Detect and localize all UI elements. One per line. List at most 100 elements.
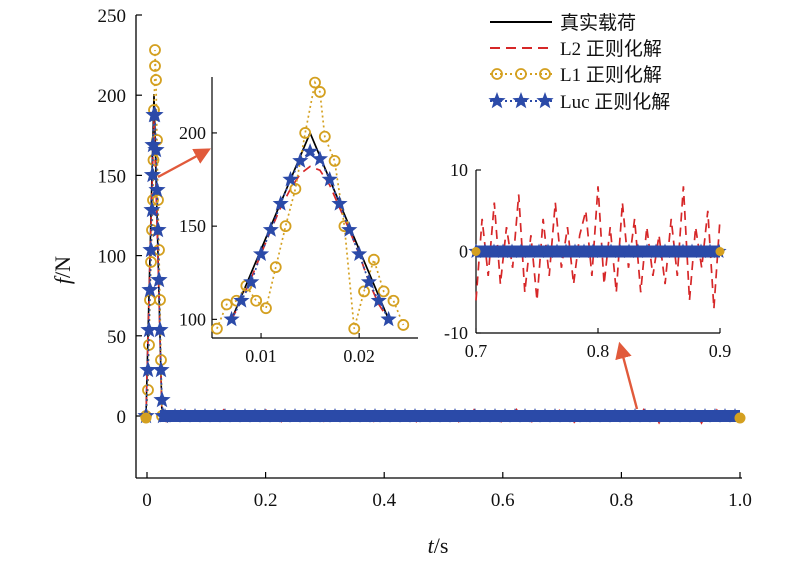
- main-series-luc-marker: [547, 408, 563, 423]
- inset-peak-l1-marker: [328, 154, 341, 167]
- inset-tail-y-tick-label: 10: [450, 160, 468, 180]
- inset-peak-luc-marker: [272, 195, 289, 211]
- inset-peak-luc-marker: [292, 152, 309, 168]
- inset-peak-y-tick-label: 150: [179, 216, 206, 236]
- inset-peak-l1-marker: [318, 130, 331, 143]
- main-series-luc-marker: [427, 408, 443, 423]
- main-series-luc-marker: [597, 408, 613, 423]
- main-series-luc-marker: [477, 408, 493, 423]
- main-series-luc-marker: [157, 408, 173, 423]
- main-series-luc-marker: [527, 408, 543, 423]
- zoom-arrow-peak: [157, 148, 211, 179]
- main-series-l1-marker: [150, 74, 162, 86]
- legend-swatch-marker: [491, 68, 503, 80]
- main-series-luc-marker: [637, 408, 653, 423]
- main-series-luc-marker: [307, 408, 323, 423]
- main-series-luc-marker: [150, 271, 168, 288]
- legend-swatch-marker: [488, 92, 506, 109]
- inset-peak-l1-marker: [279, 220, 292, 233]
- inset-tail-luc-marker: [639, 243, 655, 258]
- x-axis-unit: /s: [434, 533, 449, 558]
- inset-peak-luc-marker: [351, 245, 368, 261]
- inset-peak-l1-marker: [220, 298, 233, 311]
- inset-tail-luc-marker: [621, 243, 637, 258]
- y-tick-label: 0: [117, 407, 127, 428]
- inset-tail-luc-marker: [576, 243, 592, 258]
- legend: 真实载荷 L2 正则化解 L1 正则化解 Luc 正则化解: [488, 12, 670, 113]
- inset-tail-luc-marker: [549, 243, 565, 258]
- inset-tail-x-tick-label: 0.9: [709, 341, 732, 361]
- inset-tail-luc-marker: [531, 243, 547, 258]
- main-series-l1-marker: [734, 412, 746, 424]
- inset-peak-luc-marker: [380, 310, 397, 327]
- inset-tail-luc-marker: [675, 243, 691, 258]
- main-series-luc-marker: [247, 408, 263, 423]
- inset-tail-luc-marker: [477, 243, 493, 258]
- main-series-luc-marker: [153, 391, 171, 408]
- main-series-luc-marker: [457, 408, 473, 423]
- main-series-l1-marker: [149, 60, 161, 72]
- inset-peak-l1-marker: [289, 182, 302, 195]
- main-series-luc-marker: [607, 408, 623, 423]
- y-tick-label: 150: [98, 166, 127, 187]
- inset-tail-x-tick-label: 0.8: [587, 341, 610, 361]
- x-tick-label: 1.0: [728, 490, 752, 511]
- main-series-luc-marker: [717, 408, 733, 423]
- legend-label: Luc 正则化解: [560, 91, 670, 113]
- main-series-luc-marker: [667, 408, 683, 423]
- main-series-luc-marker: [337, 408, 353, 423]
- x-axis-label: t/s: [428, 533, 449, 558]
- inset-tail-luc-marker: [648, 243, 664, 258]
- main-series-luc-marker: [407, 408, 423, 423]
- main-series-luc-marker: [287, 408, 303, 423]
- main-series-luc-marker: [367, 408, 383, 423]
- main-series-l1-marker: [140, 412, 152, 424]
- x-tick-label: 0: [142, 490, 152, 511]
- inset-peak-l1-marker: [309, 76, 321, 89]
- legend-swatch-marker: [539, 68, 551, 80]
- inset-tail-luc-marker: [594, 243, 610, 258]
- main-series-luc-marker: [357, 408, 373, 423]
- main-series-luc-marker: [143, 201, 161, 218]
- main-series-luc-marker: [587, 408, 603, 423]
- main-series-luc-marker: [397, 408, 413, 423]
- inset-tail-luc-marker: [657, 243, 673, 258]
- inset-peak-x-tick-label: 0.01: [245, 346, 277, 366]
- inset-peak-l1-marker: [269, 261, 282, 274]
- inset-tail-y-tick-label: -10: [444, 323, 468, 343]
- main-series-luc-marker: [517, 408, 533, 423]
- main-series-luc-marker: [277, 408, 293, 423]
- main-series-luc-marker: [257, 408, 273, 423]
- main-series-luc-marker: [297, 408, 313, 423]
- inset-peak-l1-marker: [387, 294, 400, 307]
- inset-tail-luc-marker: [684, 243, 700, 258]
- main-series-luc-marker: [140, 321, 158, 338]
- main-series-luc-marker: [148, 181, 166, 198]
- x-tick-label: 0.4: [372, 490, 396, 511]
- main-series-luc-marker: [447, 408, 463, 423]
- main-series-luc-marker: [487, 408, 503, 423]
- main-series-luc-marker: [142, 241, 160, 258]
- x-tick-label: 0.8: [610, 490, 634, 511]
- main-series-luc-marker: [177, 408, 193, 423]
- inset-peak-x-tick-label: 0.02: [343, 346, 375, 366]
- main-series-luc-marker: [317, 408, 333, 423]
- main-series-luc-marker: [697, 408, 713, 423]
- inset-tail-luc-marker: [612, 243, 628, 258]
- legend-label: L1 正则化解: [560, 64, 662, 86]
- inset-tail-luc-marker: [504, 243, 520, 258]
- inset-peak-l1-marker: [397, 319, 410, 331]
- zoom-arrow-tail: [615, 341, 639, 410]
- inset-peak-luc-marker: [253, 245, 270, 261]
- inset-tail-luc-marker: [666, 243, 682, 258]
- inset-peak-l1-marker: [211, 322, 223, 335]
- main-series-luc-marker: [627, 408, 643, 423]
- inset-peak-l1-marker: [367, 253, 380, 266]
- main-series-luc-marker: [377, 408, 393, 423]
- main-series-luc-marker: [467, 408, 483, 423]
- main-series-luc-marker: [417, 408, 433, 423]
- inset-tail-l1-marker: [471, 247, 481, 256]
- main-series-luc-marker: [437, 408, 453, 423]
